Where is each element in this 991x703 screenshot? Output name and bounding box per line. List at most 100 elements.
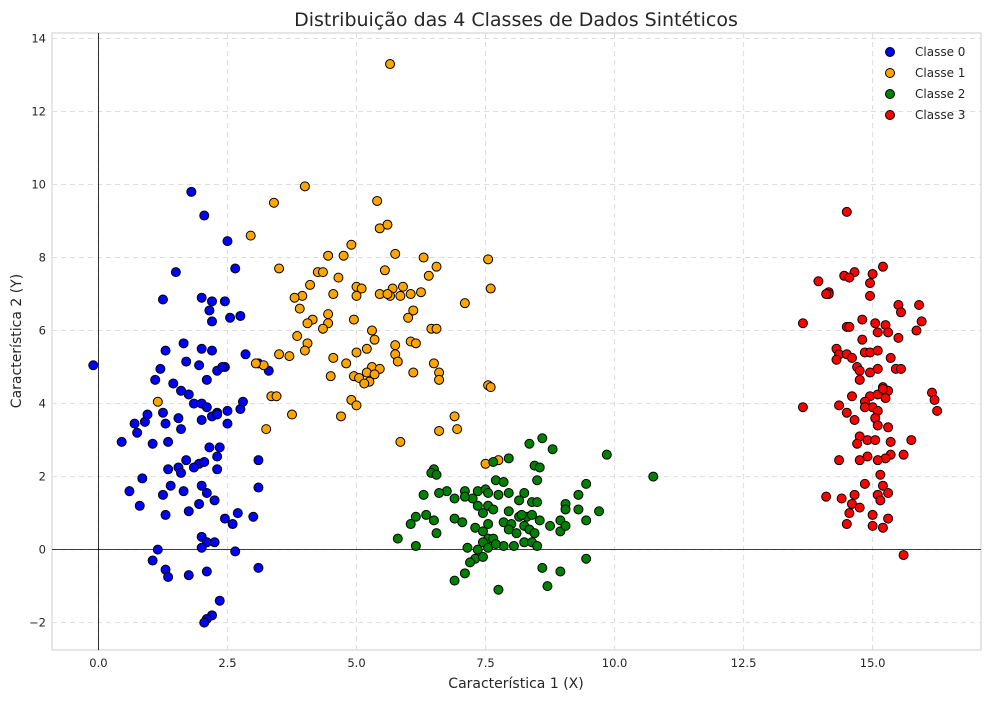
data-points xyxy=(88,59,943,628)
data-point xyxy=(268,197,279,208)
x-tick-label: 10.0 xyxy=(602,656,628,670)
data-point xyxy=(883,327,894,338)
data-point xyxy=(449,575,460,586)
data-point xyxy=(392,533,403,544)
data-point xyxy=(328,352,339,363)
data-point xyxy=(883,422,894,433)
data-point xyxy=(333,272,344,283)
data-point xyxy=(452,424,463,435)
data-point xyxy=(428,358,439,369)
data-point xyxy=(423,270,434,281)
data-point xyxy=(116,436,127,447)
data-point xyxy=(877,522,888,533)
data-point xyxy=(493,584,504,595)
series-classe-2 xyxy=(392,433,659,595)
data-point xyxy=(857,334,868,345)
data-point xyxy=(844,272,855,283)
data-point xyxy=(821,491,832,502)
data-point xyxy=(395,290,406,301)
grid-lines xyxy=(52,33,981,650)
data-point xyxy=(173,413,184,424)
data-point xyxy=(201,488,212,499)
y-tick-label: 0 xyxy=(39,543,46,557)
data-point xyxy=(227,519,238,530)
data-point xyxy=(872,327,883,338)
data-point xyxy=(286,409,297,420)
data-point xyxy=(867,268,878,279)
x-tick-label: 0.0 xyxy=(89,656,107,670)
data-point xyxy=(503,488,514,499)
data-point xyxy=(292,331,303,342)
data-point xyxy=(204,442,215,453)
data-point xyxy=(219,513,230,524)
data-point xyxy=(160,418,171,429)
data-point xyxy=(212,451,223,462)
data-point xyxy=(431,323,442,334)
data-point xyxy=(503,506,514,517)
data-point xyxy=(849,414,860,425)
data-point xyxy=(841,206,852,217)
data-point xyxy=(477,508,488,519)
data-point xyxy=(147,438,158,449)
y-tick-label: 4 xyxy=(39,397,46,411)
data-point xyxy=(346,239,357,250)
data-point xyxy=(199,617,210,628)
data-point xyxy=(206,296,217,307)
data-point xyxy=(395,436,406,447)
data-point xyxy=(852,438,863,449)
data-point xyxy=(581,553,592,564)
data-point xyxy=(397,281,408,292)
data-point xyxy=(581,515,592,526)
data-point xyxy=(163,464,174,475)
plot-area xyxy=(51,32,982,651)
data-point xyxy=(493,489,504,500)
data-point xyxy=(883,488,894,499)
data-point xyxy=(503,453,514,464)
data-point xyxy=(240,349,251,360)
data-point xyxy=(206,316,217,327)
data-point xyxy=(212,409,223,420)
data-point xyxy=(854,365,865,376)
data-point xyxy=(911,325,922,336)
legend-marker xyxy=(885,110,895,120)
data-point xyxy=(348,314,359,325)
data-point xyxy=(261,424,272,435)
data-point xyxy=(178,486,189,497)
data-point xyxy=(392,356,403,367)
data-point xyxy=(573,489,584,500)
data-point xyxy=(147,555,158,566)
data-point xyxy=(328,289,339,300)
data-point xyxy=(431,528,442,539)
data-point xyxy=(196,343,207,354)
data-point xyxy=(212,464,223,475)
data-point xyxy=(834,455,845,466)
data-point xyxy=(209,537,220,548)
data-point xyxy=(250,358,261,369)
data-point xyxy=(929,394,940,405)
data-point xyxy=(390,248,401,259)
y-tick-label: 8 xyxy=(39,251,46,265)
data-point xyxy=(124,486,135,497)
x-tick-label: 2.5 xyxy=(218,656,236,670)
data-point xyxy=(846,391,857,402)
data-point xyxy=(797,318,808,329)
data-point xyxy=(209,495,220,506)
y-tick-label: 6 xyxy=(39,324,46,338)
data-point xyxy=(434,425,445,436)
data-point xyxy=(867,509,878,520)
data-point xyxy=(274,349,285,360)
data-point xyxy=(165,480,176,491)
data-point xyxy=(410,540,421,551)
data-point xyxy=(157,294,168,305)
data-point xyxy=(163,571,174,582)
data-point xyxy=(532,497,543,508)
data-point xyxy=(206,345,217,356)
y-tick-label: 14 xyxy=(31,31,46,45)
data-point xyxy=(877,480,888,491)
data-point xyxy=(459,298,470,309)
data-point xyxy=(214,595,225,606)
chart-title: Distribuição das 4 Classes de Dados Sint… xyxy=(294,9,738,31)
legend-marker xyxy=(885,68,895,78)
data-point xyxy=(178,338,189,349)
